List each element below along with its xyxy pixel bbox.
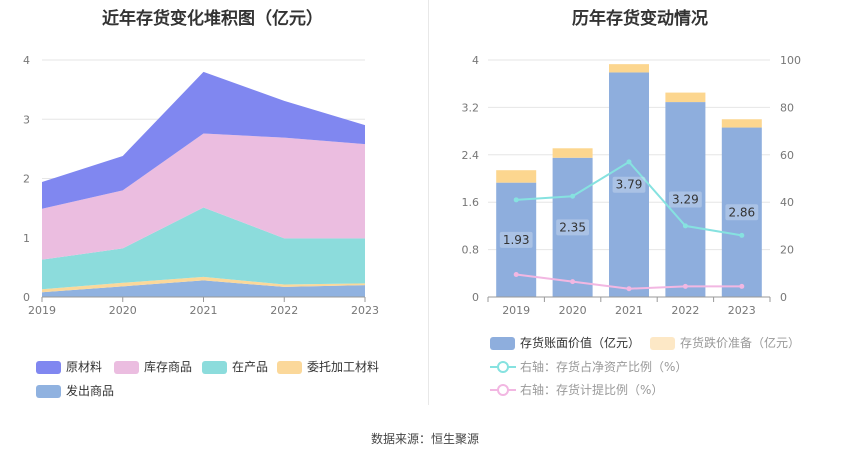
right-x-tick-label: 2022 (671, 304, 699, 317)
right-left-y-tick-label: 0.8 (462, 244, 480, 257)
right-left-y-tick-label: 4 (472, 54, 479, 67)
bar-reserve (665, 92, 706, 103)
left-legend-swatch (202, 361, 227, 374)
bar-label-bg (499, 231, 533, 248)
right-right-y-tick-label: 40 (780, 196, 794, 209)
left-x-tick-label: 2023 (351, 304, 379, 317)
left-legend-swatch (114, 361, 139, 374)
line-provision-ratio-point (626, 286, 632, 292)
line-provision-ratio-point (570, 279, 576, 285)
right-x-tick-label: 2020 (559, 304, 587, 317)
left-y-tick-label: 1 (23, 232, 30, 245)
line-inventory-net-asset-ratio-point (570, 193, 576, 199)
right-legend-marker (497, 361, 509, 373)
area-series-委托加工材料 (42, 276, 365, 293)
bar-book-value (721, 127, 762, 297)
line-inventory-net-asset-ratio-point (626, 159, 632, 165)
data-source: 数据来源：恒生聚源 (370, 432, 479, 446)
right-legend-label: 存货账面价值（亿元） (520, 335, 640, 350)
bar-reserve (721, 119, 762, 128)
line-inventory-net-asset-ratio-point (682, 223, 688, 229)
bar-book-value (609, 72, 649, 297)
left-legend-swatch (36, 361, 61, 374)
right-x-tick-label: 2023 (728, 304, 756, 317)
left-legend-label: 库存商品 (144, 359, 192, 374)
bar-data-label: 3.29 (672, 193, 699, 207)
right-legend-marker (497, 384, 509, 396)
right-right-y-tick-label: 20 (780, 244, 794, 257)
left-legend-label: 原材料 (66, 360, 102, 374)
right-right-y-tick-label: 0 (780, 291, 787, 304)
bar-label-bg (612, 176, 646, 193)
area-series-在产品 (42, 207, 365, 290)
right-right-y-tick-label: 80 (780, 101, 794, 114)
bar-data-label: 2.35 (559, 220, 586, 234)
bar-book-value (665, 102, 706, 297)
chart-divider (428, 0, 429, 405)
area-series-原材料 (42, 71, 365, 209)
area-series-发出商品 (42, 280, 365, 297)
right-legend-label: 右轴：存货计提比例（%） (520, 382, 663, 397)
right-legend-label: 右轴：存货占净资产比例（%） (520, 359, 687, 374)
bar-reserve (552, 148, 593, 158)
line-inventory-net-asset-ratio-point (739, 232, 745, 238)
left-legend-swatch (277, 361, 302, 374)
left-y-tick-label: 3 (23, 113, 30, 126)
bar-data-label: 3.79 (616, 178, 643, 192)
bar-data-label: 2.86 (728, 205, 755, 219)
line-inventory-net-asset-ratio-point (513, 197, 519, 203)
right-chart-title: 历年存货变动情况 (572, 9, 708, 29)
right-x-tick-label: 2021 (615, 304, 643, 317)
right-left-y-tick-label: 2.4 (462, 149, 480, 162)
left-y-tick-label: 0 (23, 291, 30, 304)
right-legend-swatch (650, 337, 675, 350)
right-x-tick-label: 2019 (502, 304, 530, 317)
right-left-y-tick-label: 3.2 (462, 101, 480, 114)
right-legend-swatch (490, 337, 515, 350)
right-right-y-tick-label: 100 (780, 54, 801, 67)
left-legend-label: 在产品 (232, 360, 268, 374)
right-right-y-tick-label: 60 (780, 149, 794, 162)
bar-book-value (552, 157, 593, 297)
bar-label-bg (556, 219, 589, 236)
bar-data-label: 1.93 (503, 233, 530, 247)
bar-reserve (609, 64, 649, 73)
left-x-tick-label: 2021 (190, 304, 218, 317)
left-x-tick-label: 2019 (28, 304, 56, 317)
line-provision-ratio-point (513, 271, 519, 277)
right-left-y-tick-label: 1.6 (462, 196, 480, 209)
right-left-y-tick-label: 0 (472, 291, 479, 304)
left-legend-label: 发出商品 (66, 383, 114, 398)
left-legend-swatch (36, 385, 61, 398)
left-x-tick-label: 2020 (109, 304, 137, 317)
right-legend-label: 存货跌价准备（亿元） (680, 335, 800, 350)
left-y-tick-label: 4 (23, 54, 30, 67)
bar-label-bg (669, 191, 702, 208)
line-provision-ratio-point (682, 283, 688, 289)
left-chart-title: 近年存货变化堆积图（亿元） (102, 9, 323, 29)
line-provision-ratio-point (739, 283, 745, 289)
left-legend-label: 委托加工材料 (307, 360, 379, 374)
bar-reserve (496, 170, 537, 183)
left-x-tick-label: 2022 (270, 304, 298, 317)
area-series-库存商品 (42, 133, 365, 260)
bar-label-bg (725, 204, 759, 221)
left-y-tick-label: 2 (23, 173, 30, 186)
